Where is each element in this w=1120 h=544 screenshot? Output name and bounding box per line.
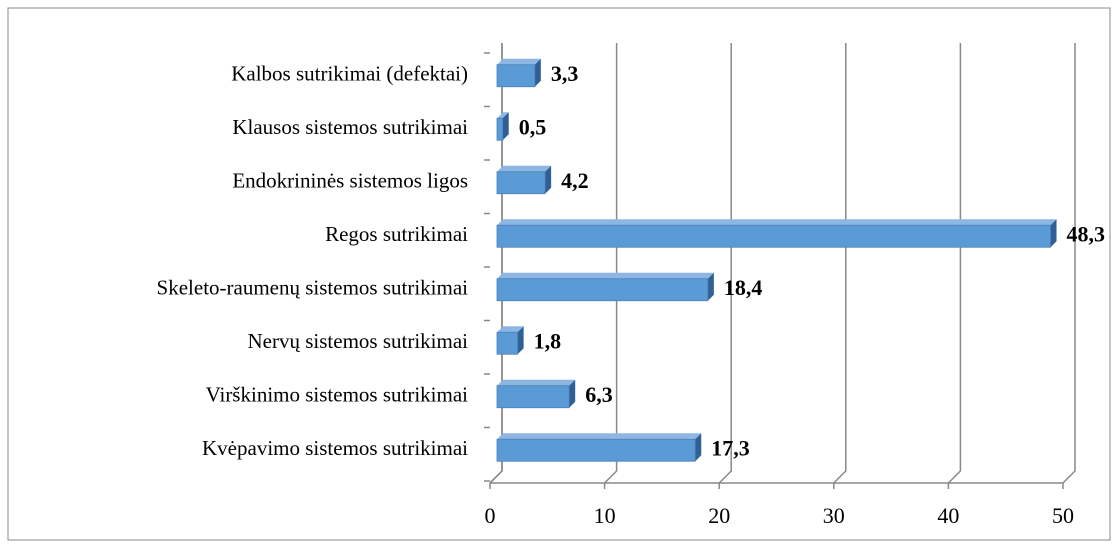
y-tick-label: Endokrininės sistemos ligos (232, 169, 468, 193)
bar (496, 331, 519, 355)
bar-side (502, 112, 509, 141)
grid-line (1062, 43, 1076, 484)
bar-top (497, 379, 576, 386)
y-tick-label: Skeleto-raumenų sistemos sutrikimai (157, 276, 469, 300)
grid-line (833, 43, 847, 484)
bar-top (497, 112, 509, 119)
bar-side (707, 272, 714, 301)
grid-line (718, 43, 732, 484)
bar-side (534, 58, 541, 87)
data-label: 48,3 (1067, 221, 1106, 246)
bar (496, 171, 546, 195)
x-tick-label: 50 (1052, 503, 1074, 528)
bar-top (497, 433, 702, 440)
data-label: 18,4 (724, 275, 763, 300)
data-label: 4,2 (561, 168, 589, 193)
y-tick-label: Kalbos sutrikimai (defektai) (231, 62, 468, 86)
bar-top (497, 219, 1057, 226)
data-label: 3,3 (551, 61, 579, 86)
bar-top (497, 272, 714, 279)
data-label: 0,5 (519, 114, 547, 139)
bar-side (545, 165, 552, 194)
x-tick-label: 30 (823, 503, 845, 528)
data-label: 1,8 (534, 328, 562, 353)
x-tick-label: 10 (594, 503, 616, 528)
y-tick-label: Virškinimo sistemos sutrikimai (206, 383, 469, 407)
grid-line (947, 43, 962, 484)
bar-top (497, 326, 524, 333)
bar (496, 117, 504, 141)
grid-line (604, 43, 618, 484)
data-label: 6,3 (585, 382, 613, 407)
y-tick-label: Kvėpavimo sistemos sutrikimai (202, 436, 468, 460)
bar-side (695, 433, 702, 462)
data-label: 17,3 (711, 435, 750, 460)
bar-side (569, 379, 576, 408)
y-tick-label: Klausos sistemos sutrikimai (232, 115, 468, 139)
bar (496, 224, 1051, 248)
bar-side (1050, 219, 1057, 248)
bar-top (497, 165, 552, 172)
bar (496, 278, 709, 302)
bar (496, 385, 570, 409)
x-tick-label: 20 (708, 503, 730, 528)
x-tick-label: 0 (485, 503, 496, 528)
bar (496, 438, 696, 462)
x-tick-label: 40 (937, 503, 959, 528)
bar (496, 64, 536, 88)
bar-side (517, 326, 524, 355)
bar-top (497, 58, 541, 65)
y-tick-label: Regos sutrikimai (325, 222, 468, 246)
y-tick-label: Nervų sistemos sutrikimai (248, 329, 469, 353)
